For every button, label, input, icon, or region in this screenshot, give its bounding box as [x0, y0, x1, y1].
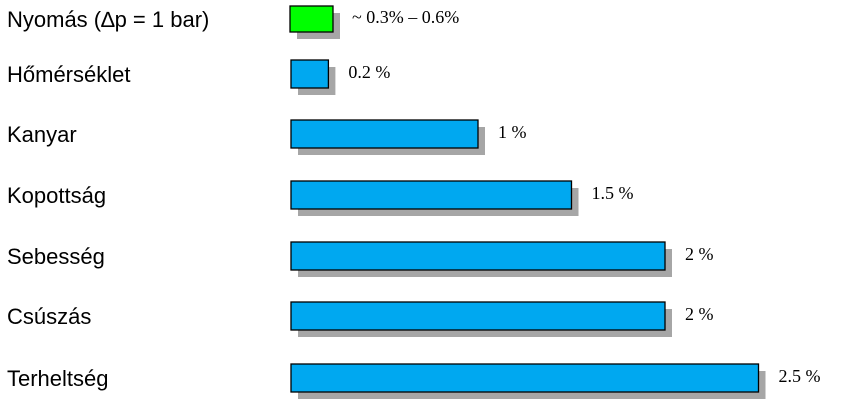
value-label-terheltseg: 2.5 % [779, 366, 821, 386]
category-label-homerseklet: Hőmérséklet [7, 62, 130, 87]
value-label-kanyar: 1 % [498, 122, 527, 142]
category-labels: Nyomás (∆p = 1 bar) Hőmérséklet Kanyar Kopo… [7, 7, 209, 391]
value-label-kopottsag: 1.5 % [592, 183, 634, 203]
bar-csuszas [290, 301, 666, 331]
bar-terheltseg [290, 363, 760, 393]
bar-sebesseg [290, 241, 666, 271]
value-label-nyomas-p-1-bar: ~ 0.3% – 0.6% [352, 7, 459, 27]
category-label-sebesseg: Sebesség [7, 244, 105, 269]
category-label-terheltseg: Terheltség [7, 366, 109, 391]
bar-kanyar [290, 119, 479, 149]
value-label-csuszas: 2 % [685, 304, 714, 324]
value-label-sebesseg: 2 % [685, 244, 714, 264]
bar-nyomas-p-1-bar [289, 5, 334, 33]
value-label-homerseklet: 0.2 % [348, 62, 390, 82]
bar-homerseklet [290, 59, 330, 89]
category-label-kanyar: Kanyar [7, 122, 77, 147]
bars [289, 5, 766, 399]
value-labels: ~ 0.3% – 0.6% 0.2 % 1 % 1.5 % 2 % 2 % 2.5 % [348, 7, 820, 386]
category-label-kopottsag: Kopottság [7, 183, 106, 208]
bar-kopottsag [290, 180, 573, 210]
category-label-csuszas: Csúszás [7, 304, 91, 329]
category-label-nyomas-p-1-bar: Nyomás (∆p = 1 bar) [7, 7, 209, 32]
